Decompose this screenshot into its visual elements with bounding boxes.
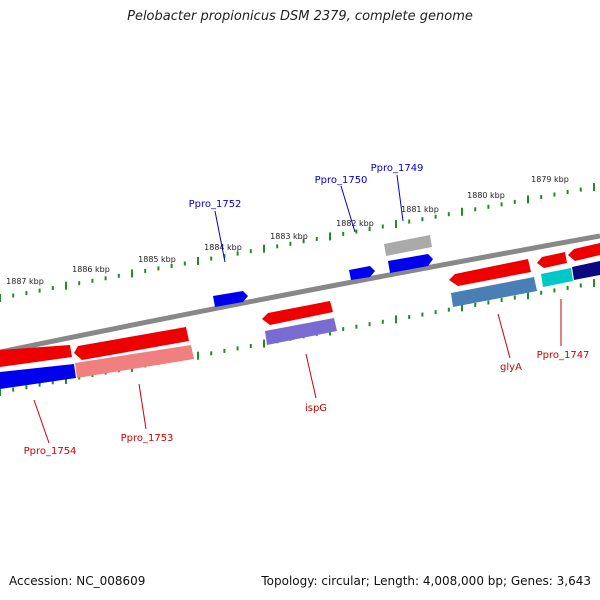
gene-label-ppro-1754[interactable]: Ppro_1754 xyxy=(24,446,77,457)
gene-features xyxy=(0,235,600,389)
map-title: Pelobacter propionicus DSM 2379, complet… xyxy=(127,9,473,24)
cds-genes xyxy=(0,261,600,389)
leader-line xyxy=(396,174,404,222)
gene-labels: Ppro_1752 Ppro_1750 Ppro_1749 Ppro_1754 … xyxy=(24,163,590,457)
leader-lines xyxy=(33,174,562,444)
gene-feature-ispg-slate[interactable] xyxy=(265,318,337,345)
leader-line xyxy=(497,313,511,359)
gene-feature-ppro-1754-red[interactable] xyxy=(0,345,72,367)
gene-feature-ppro-1750[interactable] xyxy=(349,266,375,280)
gene-label-ppro-1752[interactable]: Ppro_1752 xyxy=(189,199,242,210)
tick-label: 1881 kbp xyxy=(401,205,439,214)
leader-line xyxy=(214,210,226,263)
gene-feature-ppro-1747-red[interactable] xyxy=(537,252,567,268)
tick-label: 1883 kbp xyxy=(270,232,308,241)
gene-label-ppro-1749[interactable]: Ppro_1749 xyxy=(371,163,424,174)
leader-line xyxy=(138,383,147,430)
gene-label-ppro-1750[interactable]: Ppro_1750 xyxy=(315,175,368,186)
tick-label: 1885 kbp xyxy=(138,255,176,264)
gene-feature-glya-steel[interactable] xyxy=(451,277,537,307)
tick-labels: 1887 kbp 1886 kbp 1885 kbp 1884 kbp 1883… xyxy=(6,175,569,286)
gene-feature-ppro-1753-salmon[interactable] xyxy=(75,345,194,378)
genome-summary-text: Topology: circular; Length: 4,008,000 bp… xyxy=(261,574,591,588)
tick-label: 1886 kbp xyxy=(72,265,110,274)
reverse-genes xyxy=(0,243,600,367)
leader-line xyxy=(305,353,317,399)
tick-label: 1884 kbp xyxy=(204,243,242,252)
gene-label-ispg[interactable]: ispG xyxy=(305,403,327,414)
leader-line xyxy=(33,399,50,444)
gene-label-ppro-1747[interactable]: Ppro_1747 xyxy=(537,350,590,361)
gene-feature-ppro-1754-blue[interactable] xyxy=(0,364,76,389)
gene-feature-right-red[interactable] xyxy=(568,243,600,261)
gene-feature-glya-red[interactable] xyxy=(449,259,531,286)
gene-feature-ppro-1753-red[interactable] xyxy=(74,327,189,360)
tick-label: 1882 kbp xyxy=(336,219,374,228)
gene-feature-ppro-1749[interactable] xyxy=(388,254,433,273)
leader-line xyxy=(340,185,356,233)
forward-genes xyxy=(213,235,433,307)
tick-label: 1887 kbp xyxy=(6,277,44,286)
gene-label-glya[interactable]: glyA xyxy=(500,362,522,373)
gene-feature-ppro-1747-cyan[interactable] xyxy=(541,268,573,287)
tick-label: 1879 kbp xyxy=(531,175,569,184)
genome-backbone xyxy=(0,233,600,355)
gene-feature-navy[interactable] xyxy=(572,261,600,280)
gene-feature-gray[interactable] xyxy=(384,235,432,256)
outer-ruler xyxy=(0,183,595,302)
tick-label: 1880 kbp xyxy=(467,191,505,200)
gene-label-ppro-1753[interactable]: Ppro_1753 xyxy=(121,433,174,444)
gene-feature-ispg-red[interactable] xyxy=(262,301,333,325)
gene-feature-ppro-1752[interactable] xyxy=(213,291,248,307)
accession-text: Accession: NC_008609 xyxy=(9,574,146,588)
